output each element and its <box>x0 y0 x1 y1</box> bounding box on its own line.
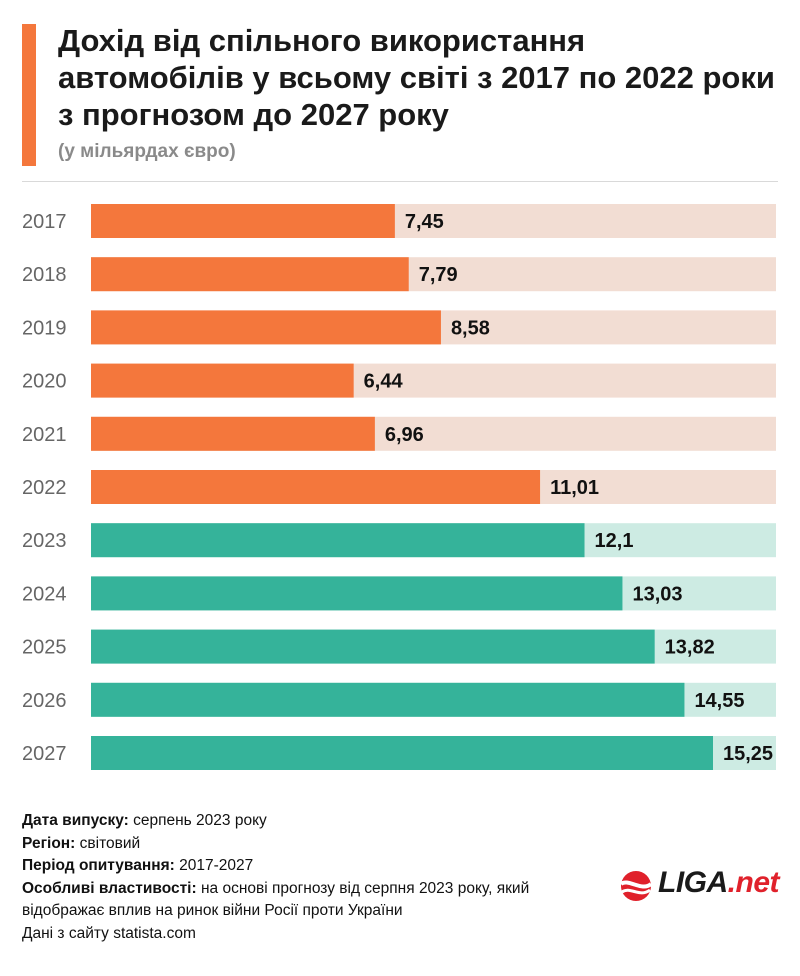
period-note: Період опитування: 2017-2027 <box>22 857 254 874</box>
value-label: 7,45 <box>405 211 444 233</box>
liga-logo-icon <box>619 871 653 901</box>
title-divider <box>22 181 778 182</box>
bar-2017 <box>91 204 395 238</box>
bar-2027 <box>91 736 713 770</box>
value-label: 15,25 <box>723 743 773 765</box>
value-label: 6,44 <box>364 371 404 393</box>
region-note: Регіон: світовий <box>22 834 141 852</box>
year-label: 2019 <box>22 317 67 339</box>
year-label: 2027 <box>22 743 67 765</box>
bar-2018 <box>91 257 409 292</box>
year-label: 2017 <box>22 211 67 233</box>
value-label: 8,58 <box>451 317 490 339</box>
chart-notes: Дата випуску: серпень 2023 року Регіон: … <box>22 810 612 945</box>
release-note: Дата випуску: серпень 2023 року <box>22 812 267 829</box>
source-note: Дані з сайту statista.com <box>22 924 196 942</box>
bar-2020 <box>91 363 354 398</box>
liga-net-logo: LIGA.net <box>618 864 783 904</box>
year-label: 2022 <box>22 477 67 499</box>
value-label: 12,1 <box>595 530 634 552</box>
year-label: 2021 <box>22 424 67 446</box>
bar-2023 <box>91 523 585 558</box>
value-label: 7,79 <box>419 264 458 286</box>
bar-2022 <box>91 470 541 504</box>
bar-2025 <box>91 629 655 664</box>
value-label: 13,82 <box>665 637 715 659</box>
year-label: 2023 <box>22 530 67 552</box>
bar-2026 <box>91 682 685 717</box>
chart-title: Дохід від спільного використання автомоб… <box>58 23 775 132</box>
title-accent-bar <box>22 24 36 166</box>
year-label: 2020 <box>22 371 67 393</box>
bar-2024 <box>91 576 623 611</box>
year-label: 2024 <box>22 583 67 605</box>
bar-2019 <box>91 310 441 345</box>
bar-2021 <box>91 416 375 451</box>
value-label: 13,03 <box>632 583 682 605</box>
year-label: 2018 <box>22 264 67 286</box>
features-note: Особливі властивості: на основі прогнозу… <box>22 879 530 920</box>
value-label: 14,55 <box>694 690 744 712</box>
chart-subtitle: (у мільярдах євро) <box>58 141 236 162</box>
value-label: 6,96 <box>385 424 424 446</box>
bar-chart: 2017 7,45 2018 7,79 2019 8,58 2020 6,44 2021 6,96… <box>22 204 776 770</box>
year-label: 2025 <box>22 637 67 659</box>
liga-logo-text: LIGA.net <box>658 866 780 899</box>
value-label: 11,01 <box>550 477 599 499</box>
year-label: 2026 <box>22 690 67 712</box>
